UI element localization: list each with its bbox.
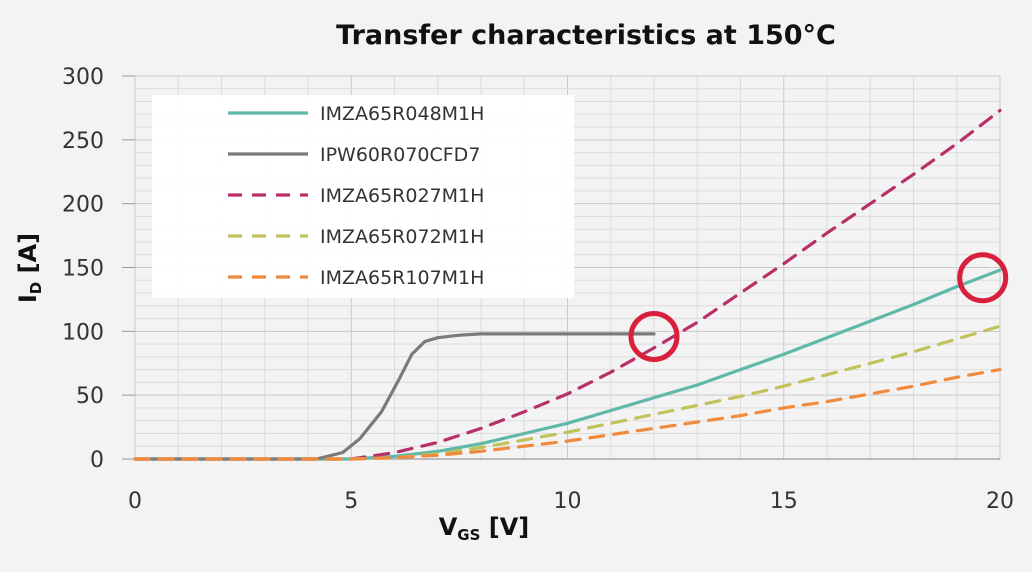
legend-label: IPW60R070CFD7	[320, 144, 480, 166]
y-tick-label: 100	[62, 320, 104, 345]
x-tick-label: 15	[770, 489, 798, 514]
y-axis-label: ID [A]	[14, 233, 45, 303]
series-line	[133, 108, 1002, 461]
legend-label: IMZA65R048M1H	[320, 103, 484, 125]
y-tick-label: 200	[62, 193, 104, 218]
legend: IMZA65R048M1H IPW60R070CFD7 IMZA65R027M1H I…	[152, 95, 574, 298]
series-line	[133, 368, 1002, 461]
x-tick-label: 5	[344, 489, 358, 514]
y-axis-ticks: 0 50 100 150 200 250 300	[62, 65, 135, 473]
legend-label: IMZA65R027M1H	[320, 185, 484, 207]
x-tick-label: 20	[986, 489, 1014, 514]
y-axis-label-sub: D	[27, 282, 45, 294]
y-tick-label: 300	[62, 65, 104, 90]
y-tick-label: 0	[90, 448, 104, 473]
highlight-circle	[957, 252, 1009, 304]
y-tick-label: 50	[76, 384, 104, 409]
x-axis-label: VGS [V]	[439, 513, 530, 544]
x-axis-label-sub: GS	[457, 526, 480, 544]
legend-box	[152, 95, 574, 298]
y-tick-label: 150	[62, 257, 104, 282]
series-line	[133, 332, 656, 461]
x-tick-label: 10	[554, 489, 582, 514]
series-line	[133, 268, 1002, 461]
y-tick-label: 250	[62, 129, 104, 154]
annotations	[628, 252, 1009, 362]
x-axis-label-unit: [V]	[480, 513, 529, 541]
x-tick-label: 0	[128, 489, 142, 514]
x-axis-ticks: 0 5 10 15 20	[128, 458, 1014, 514]
y-axis-label-unit: [A]	[14, 233, 42, 282]
legend-label: IMZA65R072M1H	[320, 226, 484, 248]
chart-title: Transfer characteristics at 150°C	[336, 20, 836, 51]
legend-label: IMZA65R107M1H	[320, 267, 484, 289]
y-axis-label-main: I	[14, 294, 42, 303]
series-group	[133, 108, 1002, 461]
highlight-circle	[628, 310, 680, 362]
x-axis-label-main: V	[439, 513, 458, 541]
